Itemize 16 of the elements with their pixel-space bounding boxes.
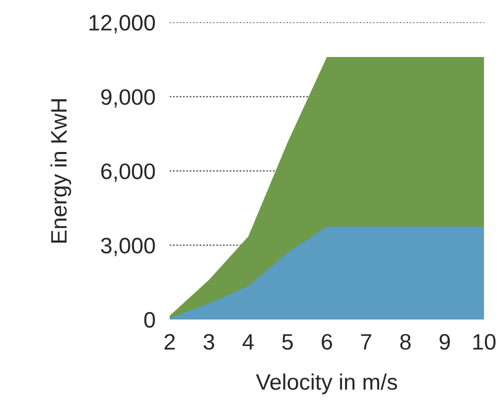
x-tick-label: 6 [322, 334, 332, 350]
x-tick-label: 5 [282, 334, 293, 350]
x-tick-label: 2 [164, 334, 175, 350]
x-tick-label: 4 [242, 334, 254, 350]
x-tick-label: 7 [361, 334, 372, 350]
y-tick-label: 9,000 [101, 89, 155, 108]
y-tick-label: 6,000 [101, 163, 155, 182]
x-tick-label: 10 [473, 334, 496, 350]
y-axis-title: Energy in KwH [50, 99, 72, 243]
x-tick-label: 3 [204, 334, 214, 350]
x-axis-title: Velocity in m/s [256, 374, 398, 394]
x-tick-label: 9 [440, 334, 450, 350]
x-tick-label: 8 [400, 334, 411, 350]
y-tick-label: 0 [144, 312, 155, 328]
y-tick-label: 3,000 [101, 238, 155, 256]
y-tick-label: 12,000 [90, 14, 155, 34]
